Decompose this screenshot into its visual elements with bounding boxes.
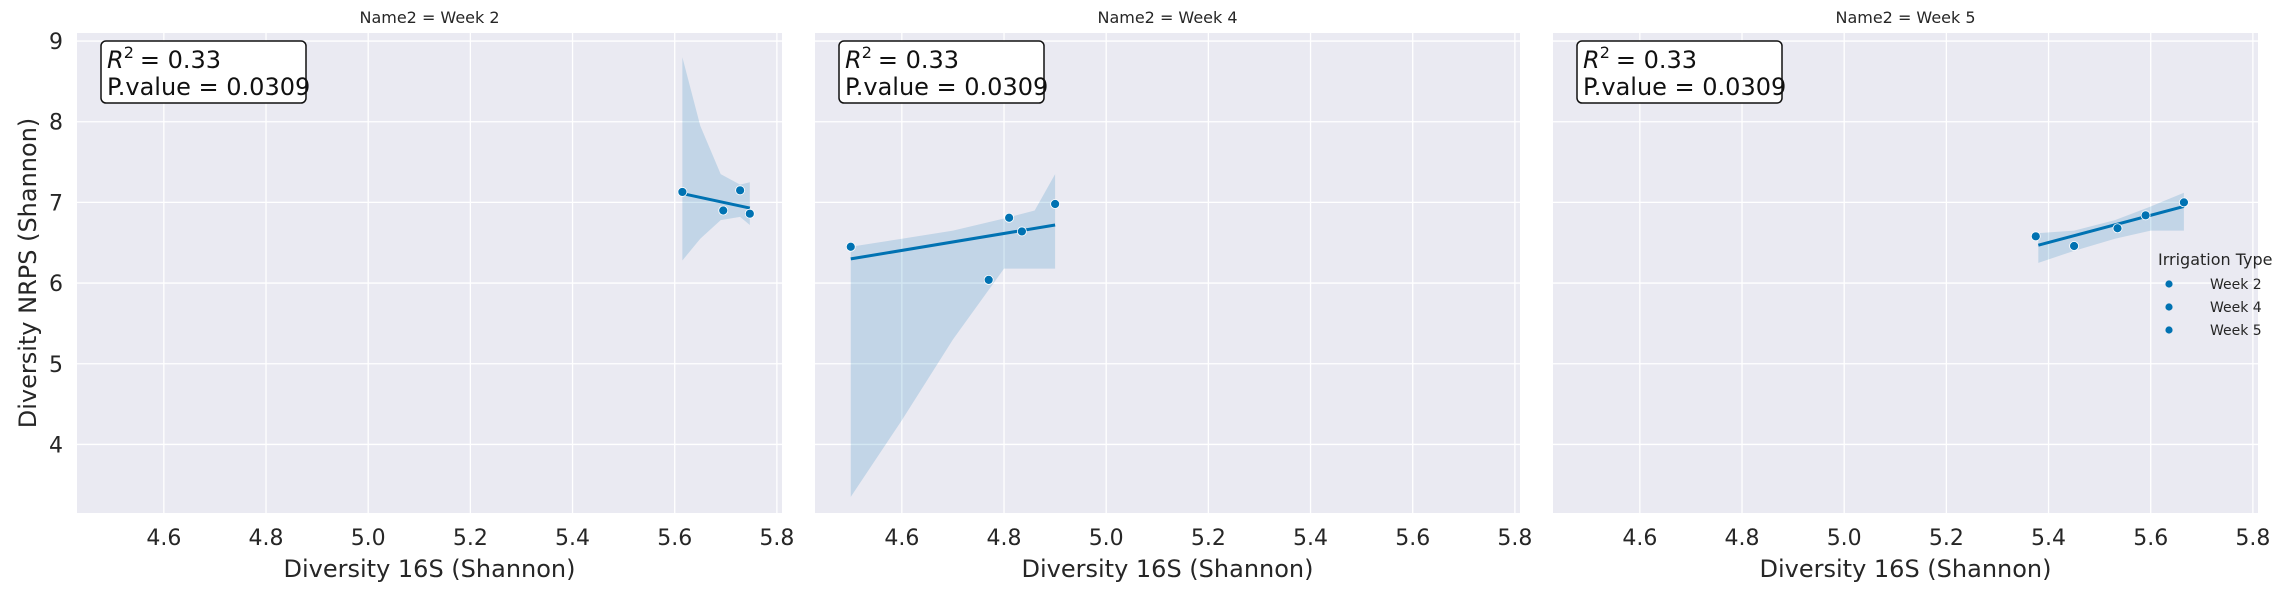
x-axis-label: Diversity 16S (Shannon) bbox=[1760, 555, 2052, 583]
x-tick-label: 5.4 bbox=[2031, 526, 2066, 551]
p-value-text: P.value = 0.0309 bbox=[107, 73, 310, 101]
data-point bbox=[677, 187, 688, 197]
regression-line bbox=[682, 192, 751, 210]
y-tick-label: 6 bbox=[49, 272, 63, 297]
r-symbol: R bbox=[107, 46, 124, 74]
plot-background bbox=[815, 33, 1520, 513]
x-axis-label: Diversity 16S (Shannon) bbox=[1022, 555, 1314, 583]
x-tick-label: 5.0 bbox=[1089, 526, 1124, 551]
data-point bbox=[735, 185, 746, 196]
data-point bbox=[744, 208, 755, 219]
y-axis-label: Diversity NRPS (Shannon) bbox=[14, 118, 42, 429]
x-tick-label: 5.4 bbox=[555, 526, 590, 551]
panel-title: Name2 = Week 2 bbox=[359, 8, 499, 27]
y-tick-label: 7 bbox=[49, 191, 63, 216]
y-tick-label: 4 bbox=[49, 433, 63, 458]
x-tick-label: 4.8 bbox=[1725, 526, 1760, 551]
panel-title: Name2 = Week 5 bbox=[1835, 8, 1975, 27]
legend-title: Irrigation Type bbox=[2158, 250, 2272, 269]
x-tick-label: 5.8 bbox=[759, 526, 794, 551]
data-point bbox=[2112, 223, 2123, 234]
legend-entry: Week 4 bbox=[2210, 300, 2262, 316]
x-tick-label: 5.0 bbox=[351, 526, 386, 551]
legend-entry: Week 2 bbox=[2210, 277, 2262, 293]
annotation-box bbox=[100, 40, 307, 104]
data-point bbox=[845, 241, 856, 252]
data-point bbox=[983, 274, 994, 285]
panel-1: 4.6 4.8 5.0 5.2 5.4 5.6 5.8 4 5 6 7 8 9 Name2 = Week … bbox=[14, 8, 794, 583]
r-squared-value: = 0.33 bbox=[1616, 46, 1697, 74]
y-tick-label: 9 bbox=[49, 30, 63, 55]
legend-entry: Week 5 bbox=[2210, 323, 2262, 339]
x-tick-label: 5.6 bbox=[657, 526, 692, 551]
data-point bbox=[2069, 241, 2079, 251]
x-tick-label: 5.6 bbox=[1395, 526, 1430, 551]
superscript-2: 2 bbox=[862, 43, 872, 62]
y-tick-label: 8 bbox=[49, 111, 63, 136]
r-squared-text: R2 = 0.33 bbox=[107, 43, 221, 74]
legend: Irrigation Type Week 2 Week 4 Week 5 bbox=[2158, 250, 2272, 339]
r-symbol: R bbox=[1583, 46, 1600, 74]
legend-marker bbox=[2165, 280, 2173, 288]
x-tick-label: 4.6 bbox=[1622, 526, 1657, 551]
plot-background bbox=[1553, 33, 2258, 513]
x-tick-label: 5.8 bbox=[1497, 526, 1532, 551]
data-point bbox=[2140, 210, 2151, 221]
superscript-2: 2 bbox=[124, 43, 134, 62]
x-tick-label: 5.2 bbox=[1191, 526, 1226, 551]
x-tick-label: 4.8 bbox=[987, 526, 1022, 551]
panel-title: Name2 = Week 4 bbox=[1097, 8, 1237, 27]
annotation-box bbox=[838, 40, 1045, 104]
r-squared-text: R2 = 0.33 bbox=[1583, 43, 1697, 74]
p-value-text: P.value = 0.0309 bbox=[845, 73, 1048, 101]
data-point bbox=[2179, 197, 2189, 208]
x-tick-label: 4.6 bbox=[884, 526, 919, 551]
data-point bbox=[2030, 231, 2041, 242]
data-point bbox=[1004, 212, 1015, 223]
p-value-text: P.value = 0.0309 bbox=[1583, 73, 1786, 101]
legend-marker bbox=[2165, 303, 2173, 311]
stats-annotation: R2 = 0.33P.value = 0.0309 bbox=[1576, 40, 1786, 104]
panel-3: 4.6 4.8 5.0 5.2 5.4 5.6 5.8 Name2 = Week 5 Diver… bbox=[1553, 8, 2270, 583]
r-squared-value: = 0.33 bbox=[140, 46, 221, 74]
x-tick-label: 5.6 bbox=[2133, 526, 2168, 551]
plot-background bbox=[77, 33, 782, 513]
regression-line bbox=[2037, 204, 2185, 247]
data-point bbox=[1017, 226, 1027, 237]
data-point bbox=[1050, 199, 1061, 209]
x-tick-label: 5.8 bbox=[2235, 526, 2270, 551]
annotation-box bbox=[1576, 40, 1783, 104]
legend-marker bbox=[2165, 326, 2173, 334]
stats-annotation: R2 = 0.33P.value = 0.0309 bbox=[100, 40, 310, 104]
x-tick-label: 4.8 bbox=[249, 526, 284, 551]
y-tick-label: 5 bbox=[49, 353, 63, 378]
data-point bbox=[718, 205, 729, 216]
x-tick-label: 5.2 bbox=[453, 526, 488, 551]
x-tick-label: 5.0 bbox=[1827, 526, 1862, 551]
confidence-band bbox=[850, 174, 1056, 497]
r-squared-text: R2 = 0.33 bbox=[845, 43, 959, 74]
superscript-2: 2 bbox=[1600, 43, 1610, 62]
r-symbol: R bbox=[845, 46, 862, 74]
panel-2: 4.6 4.8 5.0 5.2 5.4 5.6 5.8 Name2 = Week 4 Diver… bbox=[815, 8, 1532, 583]
x-tick-label: 5.2 bbox=[1929, 526, 1964, 551]
x-tick-label: 4.6 bbox=[146, 526, 181, 551]
r-squared-value: = 0.33 bbox=[878, 46, 959, 74]
x-tick-label: 5.4 bbox=[1293, 526, 1328, 551]
confidence-band bbox=[682, 57, 750, 261]
x-axis-label: Diversity 16S (Shannon) bbox=[284, 555, 576, 583]
stats-annotation: R2 = 0.33P.value = 0.0309 bbox=[838, 40, 1048, 104]
